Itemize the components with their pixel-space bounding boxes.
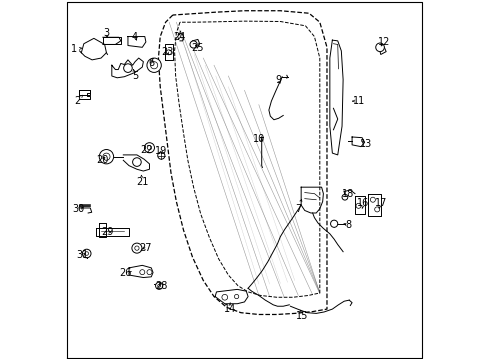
Text: 7: 7 xyxy=(295,204,301,214)
Text: 14: 14 xyxy=(224,304,236,314)
Text: 27: 27 xyxy=(140,243,152,253)
Text: 15: 15 xyxy=(295,311,307,321)
Text: 11: 11 xyxy=(352,96,365,106)
Text: 31: 31 xyxy=(76,250,88,260)
Circle shape xyxy=(135,246,139,250)
Text: 3: 3 xyxy=(103,28,109,38)
Circle shape xyxy=(144,143,154,153)
Text: 12: 12 xyxy=(377,37,389,47)
Circle shape xyxy=(355,203,360,208)
Circle shape xyxy=(132,243,142,253)
Circle shape xyxy=(369,197,375,202)
Circle shape xyxy=(341,194,347,200)
Text: 26: 26 xyxy=(119,268,131,278)
Text: 17: 17 xyxy=(374,198,386,208)
Text: 23: 23 xyxy=(161,46,173,57)
Circle shape xyxy=(102,153,110,160)
Text: 30: 30 xyxy=(73,204,85,214)
Text: 28: 28 xyxy=(155,281,167,291)
Text: 29: 29 xyxy=(101,227,114,237)
Circle shape xyxy=(147,270,152,275)
Text: 21: 21 xyxy=(136,177,148,187)
Text: 1: 1 xyxy=(71,44,77,54)
Text: 19: 19 xyxy=(155,146,167,156)
Circle shape xyxy=(158,152,164,159)
Circle shape xyxy=(190,41,197,48)
Text: 22: 22 xyxy=(141,144,153,154)
Text: 20: 20 xyxy=(97,155,109,165)
Text: 2: 2 xyxy=(74,96,80,106)
Circle shape xyxy=(147,145,151,150)
Text: 6: 6 xyxy=(148,58,154,68)
Text: 8: 8 xyxy=(345,220,351,230)
Text: 18: 18 xyxy=(342,189,354,199)
Text: 24: 24 xyxy=(173,32,185,41)
Circle shape xyxy=(330,220,337,227)
Circle shape xyxy=(132,158,141,166)
Circle shape xyxy=(99,149,113,164)
Text: 4: 4 xyxy=(132,32,138,41)
Circle shape xyxy=(140,270,144,275)
Circle shape xyxy=(375,43,384,51)
Circle shape xyxy=(82,249,91,258)
Circle shape xyxy=(123,64,132,72)
Text: 5: 5 xyxy=(132,71,138,81)
Text: 9: 9 xyxy=(275,75,281,85)
Text: 25: 25 xyxy=(191,43,203,53)
Text: 13: 13 xyxy=(360,139,372,149)
Circle shape xyxy=(150,62,158,69)
Circle shape xyxy=(222,294,227,300)
Circle shape xyxy=(166,50,171,55)
Circle shape xyxy=(147,58,161,72)
Circle shape xyxy=(158,284,160,287)
Text: 10: 10 xyxy=(253,134,265,144)
Text: 16: 16 xyxy=(357,198,369,208)
Circle shape xyxy=(374,207,379,212)
Circle shape xyxy=(234,294,238,299)
Circle shape xyxy=(85,252,88,255)
Circle shape xyxy=(155,282,163,289)
